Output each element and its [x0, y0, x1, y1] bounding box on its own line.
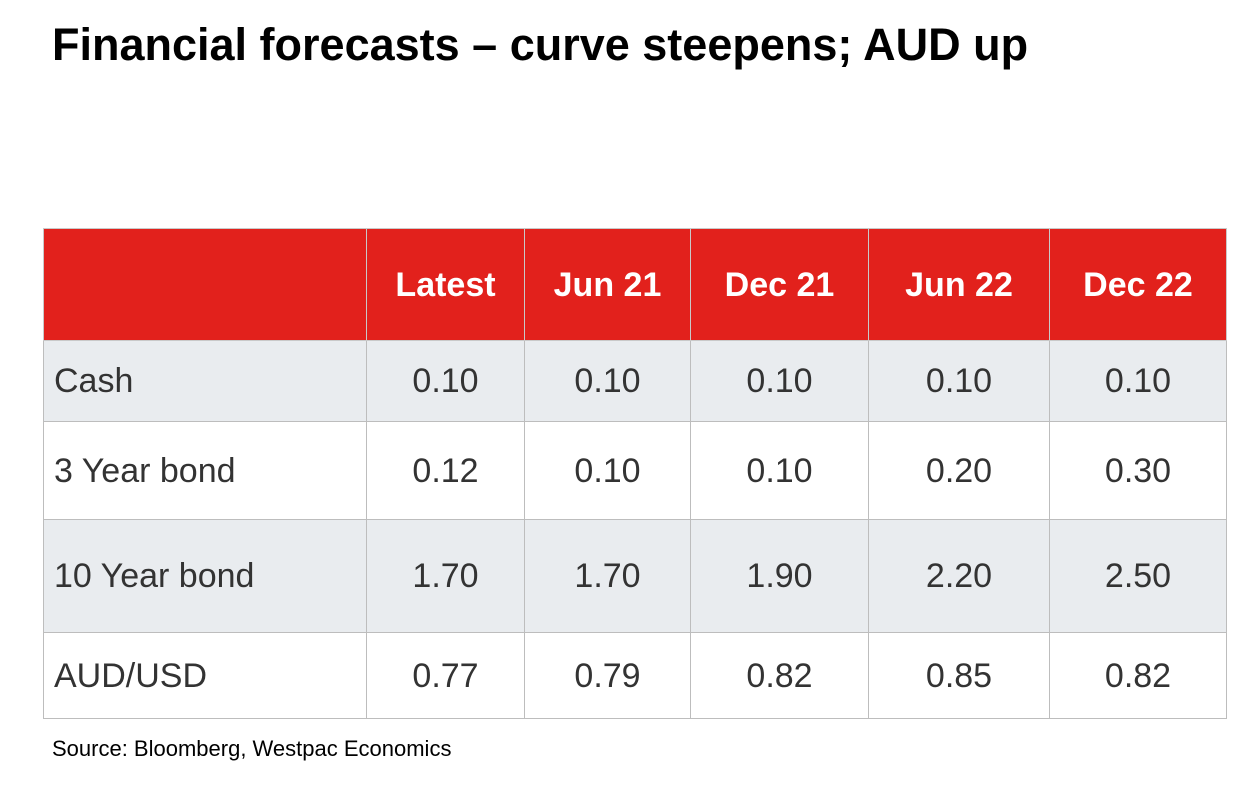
table-cell: 2.50	[1049, 519, 1227, 633]
page-title: Financial forecasts – curve steepens; AU…	[52, 19, 1029, 70]
table-cell: 0.12	[366, 421, 525, 520]
table-cell: 0.10	[690, 421, 869, 520]
forecast-table: Latest Jun 21 Dec 21 Jun 22 Dec 22 Cash …	[43, 228, 1227, 719]
table-cell: 2.20	[868, 519, 1050, 633]
source-note: Source: Bloomberg, Westpac Economics	[52, 736, 452, 761]
table-cell: 0.10	[690, 340, 869, 422]
table-cell: 0.10	[1049, 340, 1227, 422]
table-cell: 0.10	[868, 340, 1050, 422]
table-cell: 1.90	[690, 519, 869, 633]
table-cell: 0.10	[524, 340, 691, 422]
table-cell: 1.70	[524, 519, 691, 633]
table-row: 3 Year bond 0.12 0.10 0.10 0.20 0.30	[43, 421, 1227, 520]
column-header-latest: Latest	[366, 228, 525, 341]
row-label: AUD/USD	[43, 632, 367, 719]
table-cell: 0.85	[868, 632, 1050, 719]
table-cell: 0.82	[1049, 632, 1227, 719]
row-label: Cash	[43, 340, 367, 422]
table-cell: 0.10	[366, 340, 525, 422]
table-cell: 1.70	[366, 519, 525, 633]
row-label: 10 Year bond	[43, 519, 367, 633]
table-row: AUD/USD 0.77 0.79 0.82 0.85 0.82	[43, 632, 1227, 719]
column-header-jun-21: Jun 21	[524, 228, 691, 341]
table-cell: 0.79	[524, 632, 691, 719]
column-header-blank	[43, 228, 367, 341]
table-cell: 0.30	[1049, 421, 1227, 520]
column-header-jun-22: Jun 22	[868, 228, 1050, 341]
table-row: 10 Year bond 1.70 1.70 1.90 2.20 2.50	[43, 519, 1227, 633]
column-header-dec-21: Dec 21	[690, 228, 869, 341]
column-header-dec-22: Dec 22	[1049, 228, 1227, 341]
table-row: Cash 0.10 0.10 0.10 0.10 0.10	[43, 340, 1227, 422]
row-label: 3 Year bond	[43, 421, 367, 520]
table-header-row: Latest Jun 21 Dec 21 Jun 22 Dec 22	[43, 228, 1227, 341]
table-cell: 0.10	[524, 421, 691, 520]
table-cell: 0.77	[366, 632, 525, 719]
table-cell: 0.82	[690, 632, 869, 719]
table-cell: 0.20	[868, 421, 1050, 520]
